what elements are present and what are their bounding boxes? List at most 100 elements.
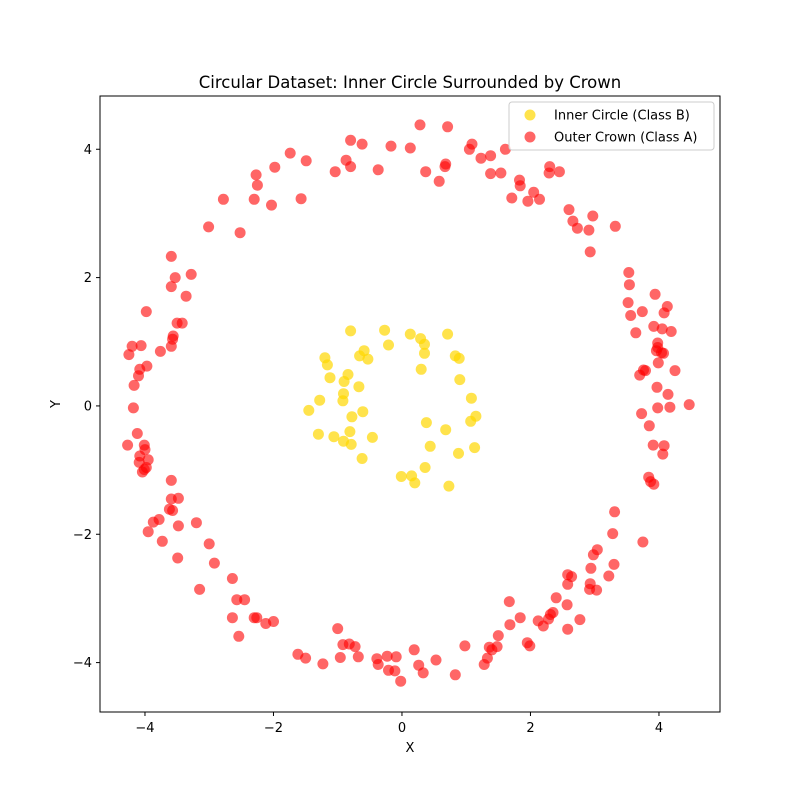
data-point: [250, 169, 262, 181]
data-point: [356, 453, 368, 464]
data-point: [356, 138, 368, 150]
data-point: [440, 424, 452, 436]
x-tick-label: −2: [264, 721, 283, 736]
data-point: [251, 612, 263, 624]
data-point: [123, 349, 135, 361]
data-point: [346, 411, 358, 423]
data-point: [349, 641, 361, 653]
data-point: [424, 440, 436, 452]
data-point: [648, 320, 660, 332]
data-point: [524, 640, 536, 652]
legend-label-inner: Inner Circle (Class B): [554, 109, 690, 124]
data-point: [312, 428, 324, 440]
data-point: [366, 431, 378, 443]
x-axis-ticks: −4 −2 0 2 4: [135, 712, 663, 736]
data-point: [127, 402, 139, 414]
series-outer-crown: [122, 119, 695, 687]
data-point: [585, 562, 597, 574]
data-point: [609, 506, 621, 518]
data-point: [492, 630, 504, 642]
data-point: [135, 340, 147, 352]
data-point: [172, 552, 184, 564]
data-point: [385, 140, 397, 152]
data-point: [647, 439, 659, 451]
data-point: [383, 339, 394, 351]
data-point: [475, 152, 487, 164]
data-point: [165, 493, 177, 505]
data-point: [136, 466, 148, 478]
data-point: [337, 395, 349, 407]
legend-box: [508, 101, 715, 151]
data-point: [503, 596, 515, 608]
data-point: [449, 669, 461, 681]
data-point: [419, 462, 431, 473]
points-layer: [122, 119, 695, 687]
data-point: [587, 210, 599, 222]
data-point: [658, 440, 670, 452]
data-point: [651, 381, 663, 393]
data-point: [334, 652, 346, 663]
data-point: [345, 325, 357, 337]
data-point: [395, 471, 407, 482]
data-point: [650, 345, 662, 357]
data-point: [636, 408, 648, 420]
data-point: [636, 306, 648, 318]
data-point: [583, 224, 595, 236]
y-tick-label: 0: [84, 399, 92, 414]
data-point: [345, 161, 357, 173]
data-point: [417, 667, 429, 679]
data-point: [248, 193, 260, 205]
data-point: [662, 388, 674, 400]
data-point: [372, 659, 384, 670]
legend-marker-outer: [524, 131, 536, 143]
data-point: [345, 438, 357, 450]
data-point: [463, 143, 475, 155]
data-point: [486, 644, 498, 656]
data-point: [408, 644, 420, 656]
data-point: [499, 143, 511, 155]
data-point: [233, 630, 245, 642]
data-point: [324, 372, 336, 384]
data-point: [419, 338, 430, 350]
data-point: [314, 394, 326, 406]
data-point: [338, 376, 350, 387]
data-point: [603, 570, 615, 582]
data-point: [300, 652, 312, 664]
data-point: [485, 168, 497, 180]
data-point: [353, 381, 365, 393]
data-point: [623, 279, 635, 291]
data-point: [226, 573, 238, 584]
data-point: [231, 594, 243, 606]
data-point: [354, 350, 366, 362]
data-point: [652, 357, 664, 369]
x-tick-label: 0: [398, 721, 406, 736]
data-point: [443, 480, 455, 492]
y-tick-label: −4: [73, 656, 92, 671]
data-point: [154, 345, 166, 357]
data-point: [203, 538, 215, 550]
data-point: [176, 317, 188, 329]
data-point: [669, 365, 681, 377]
data-point: [453, 352, 465, 364]
data-point: [571, 222, 583, 234]
data-point: [266, 199, 277, 211]
data-point: [683, 399, 695, 411]
data-point: [268, 616, 279, 627]
data-point: [156, 535, 168, 547]
data-point: [574, 614, 586, 626]
data-point: [357, 406, 369, 418]
data-point: [142, 526, 154, 538]
data-point: [344, 426, 356, 438]
data-point: [167, 505, 179, 516]
data-point: [485, 150, 497, 162]
data-point: [607, 528, 619, 540]
data-point: [657, 448, 669, 460]
data-point: [495, 167, 507, 179]
data-point: [465, 392, 477, 404]
data-point: [203, 221, 215, 233]
data-point: [584, 246, 596, 258]
data-point: [469, 442, 481, 454]
data-point: [251, 179, 263, 191]
data-point: [420, 166, 432, 178]
data-point: [169, 272, 181, 284]
